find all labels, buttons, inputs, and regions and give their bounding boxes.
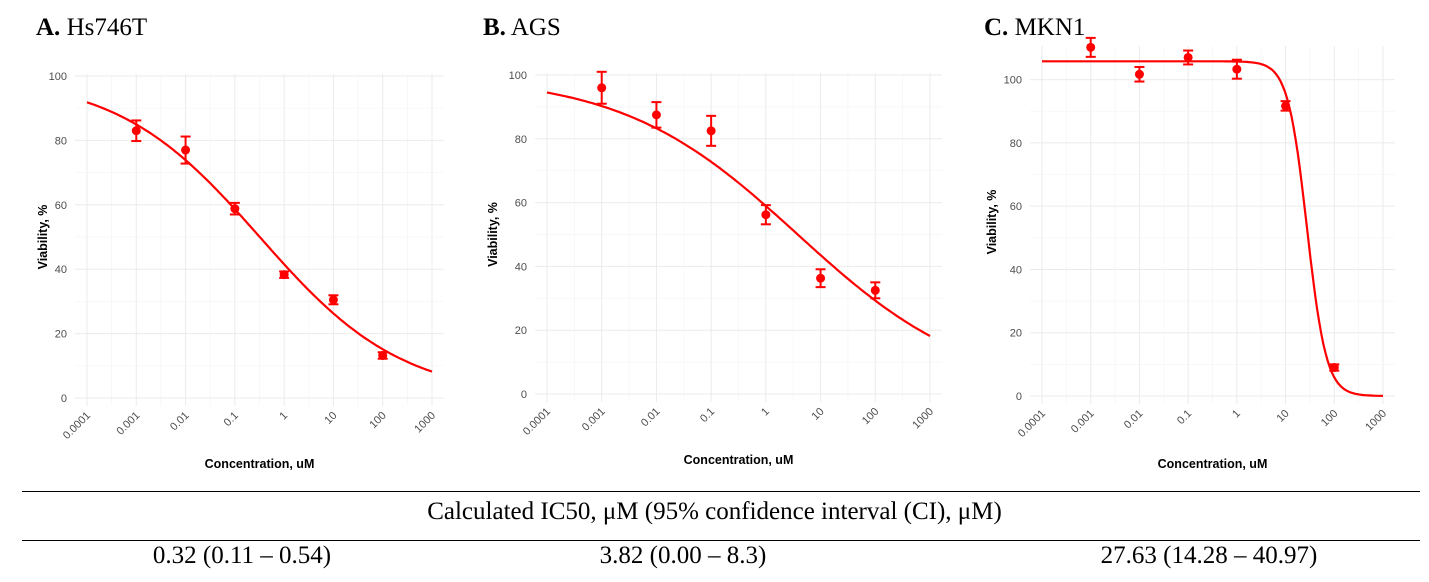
x-tick-label: 1000	[1363, 408, 1389, 434]
y-axis-label: Viability, %	[486, 202, 500, 267]
y-tick-label: 20	[55, 329, 67, 341]
y-tick-label: 0	[521, 389, 527, 401]
data-point	[706, 126, 716, 136]
y-tick-label: 100	[49, 71, 67, 83]
x-tick-label: 100	[1319, 408, 1340, 429]
data-point	[651, 110, 661, 120]
panel-letter: A.	[36, 14, 61, 41]
y-tick-label: 20	[1010, 328, 1022, 340]
y-tick-label: 80	[55, 135, 67, 147]
panel-name: AGS	[510, 14, 561, 41]
x-axis-label: Concentration, uM	[205, 457, 315, 471]
x-tick-label: 0.1	[1175, 408, 1194, 427]
x-axis-label: Concentration, uM	[1158, 457, 1268, 471]
y-axis-label: Viability, %	[985, 190, 999, 255]
fit-curve	[86, 101, 433, 373]
y-tick-label: 60	[1010, 201, 1022, 213]
x-tick-label: 10	[1275, 408, 1292, 425]
data-point	[1183, 52, 1193, 62]
fit-curve	[546, 91, 931, 337]
panel-name: Hs746T	[66, 14, 148, 41]
data-point	[1232, 64, 1242, 74]
x-axis-label: Concentration, uM	[684, 453, 794, 467]
chart-mkn1: 0 20 40 60 80 100 0.0001 0.001 0.01 0.1 1 10 100 1000…	[985, 36, 1395, 471]
data-point	[1281, 101, 1291, 111]
y-tick-label: 80	[515, 134, 527, 146]
table-mid-rule	[22, 540, 1420, 541]
y-axis-label: Viability, %	[36, 205, 50, 270]
fit-curve	[1042, 60, 1384, 397]
data-point	[761, 210, 771, 220]
data-point	[181, 145, 191, 155]
ic50-value-mkn1: 27.63 (14.28 – 40.97)	[1100, 542, 1318, 569]
x-tick-label: 1	[1230, 408, 1243, 421]
panel-letter: B.	[483, 14, 506, 41]
x-tick-label: 0.0001	[1016, 408, 1048, 440]
y-tick-label: 20	[515, 325, 527, 337]
ic50-value-hs746t: 0.32 (0.11 – 0.54)	[152, 542, 332, 569]
y-tick-label: 100	[509, 70, 527, 82]
y-tick-label: 40	[55, 264, 67, 276]
data-point	[870, 285, 880, 295]
y-tick-label: 100	[1004, 75, 1022, 87]
data-point	[816, 273, 826, 283]
ic50-value-ags: 3.82 (0.00 – 8.3)	[599, 542, 767, 569]
y-tick-label: 60	[515, 198, 527, 210]
x-tick-label: 0.001	[1069, 408, 1097, 436]
panel-title-a: A. Hs746T	[36, 14, 147, 42]
panel-letter: C.	[984, 14, 1009, 41]
panel-name: MKN1	[1014, 14, 1086, 41]
table-top-rule	[22, 491, 1420, 492]
ic50-heading: Calculated IC50, μM (95% confidence inte…	[427, 498, 1002, 525]
y-tick-label: 40	[1010, 264, 1022, 276]
data-point	[328, 295, 338, 305]
panel-title-b: B. AGS	[483, 14, 561, 42]
data-point	[1134, 69, 1144, 79]
y-tick-label: 40	[515, 261, 527, 273]
data-point	[597, 83, 607, 93]
data-point	[378, 350, 388, 360]
data-point	[1086, 42, 1096, 52]
data-point	[131, 126, 141, 136]
panel-title-c: C. MKN1	[984, 14, 1085, 42]
y-tick-label: 80	[1010, 138, 1022, 150]
y-tick-label: 0	[61, 393, 67, 405]
y-tick-label: 0	[1016, 391, 1022, 403]
data-point	[230, 204, 240, 214]
data-point	[279, 270, 289, 280]
y-tick-label: 60	[55, 200, 67, 212]
x-tick-label: 0.01	[1122, 408, 1146, 432]
data-point	[1329, 363, 1339, 373]
